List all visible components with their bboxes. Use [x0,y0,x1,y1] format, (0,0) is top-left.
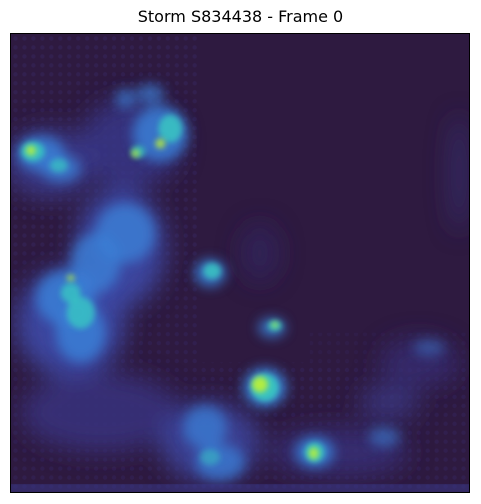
radar-image [11,34,469,492]
peak-intensity-cores [25,138,319,460]
radar-image-frame [10,33,470,493]
figure-title: Storm S834438 - Frame 0 [137,7,344,26]
bottom-edge-band [11,484,469,492]
